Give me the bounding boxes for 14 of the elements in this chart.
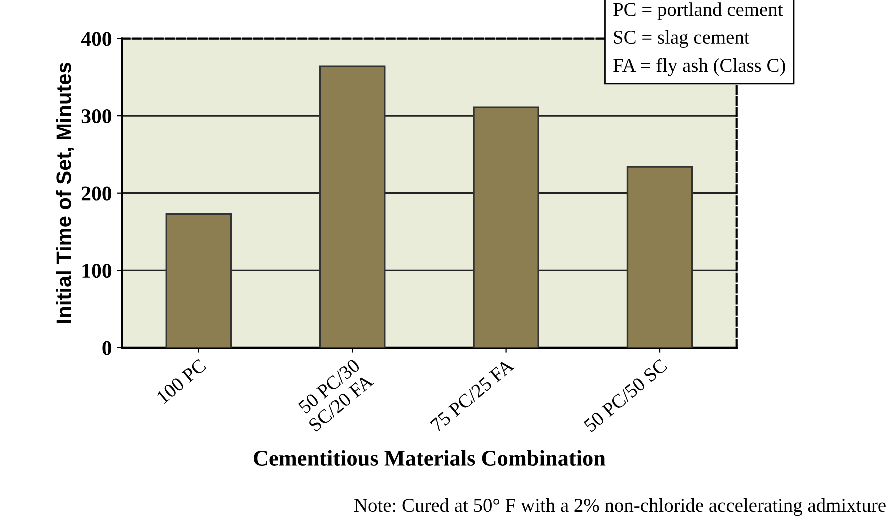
text: Note: Cured at 50° F with a 2% non-chloride accelerating admixture	[354, 498, 886, 516]
bar	[473, 106, 540, 348]
y-tick-label: 0	[102, 341, 112, 356]
x-axis-title: Cementitious Materials Combination	[254, 450, 606, 466]
bar	[626, 166, 694, 348]
x-tick-label: 100 PC	[156, 358, 207, 404]
annotation: PC = portland cement SC = slag cement FA = fly ash (Class C)	[614, 2, 786, 76]
y-tick-label: 100	[82, 264, 112, 278]
y-axis-title: Initial Time of Set, Minutes	[56, 63, 74, 324]
y-tick-label: 200	[82, 186, 112, 201]
y-tick-label: 300	[82, 109, 112, 124]
y-tick-label: 400	[81, 32, 112, 46]
bar	[166, 213, 232, 348]
bar	[320, 66, 386, 348]
